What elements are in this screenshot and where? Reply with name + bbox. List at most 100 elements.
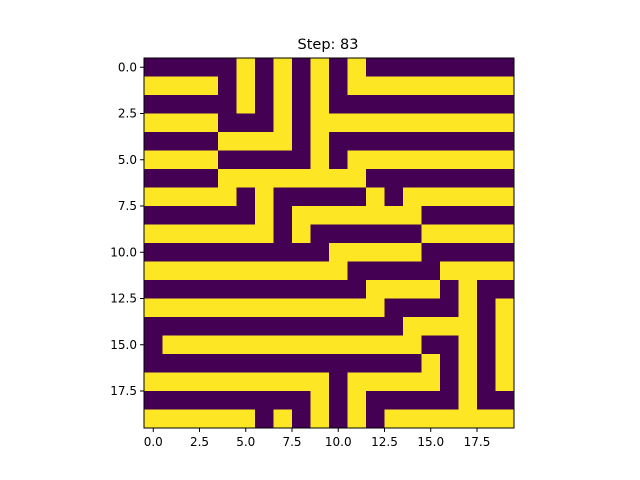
heatmap-cell <box>218 243 238 263</box>
heatmap-cell <box>236 187 256 207</box>
heatmap-cell <box>310 76 330 96</box>
heatmap-cell <box>477 132 497 152</box>
heatmap-cell <box>310 187 330 207</box>
heatmap-cell <box>495 169 515 189</box>
heatmap-cell <box>384 354 404 374</box>
heatmap-cell <box>440 169 460 189</box>
heatmap-cell <box>273 335 293 355</box>
heatmap-cell <box>366 132 386 152</box>
heatmap-cell <box>162 409 182 429</box>
heatmap-cell <box>144 354 164 374</box>
heatmap-cell <box>403 391 423 411</box>
heatmap-cell <box>347 354 367 374</box>
heatmap-cell <box>384 280 404 300</box>
heatmap-cell <box>329 150 349 170</box>
heatmap-cell <box>366 58 386 78</box>
heatmap-cell <box>329 261 349 281</box>
heatmap-cell <box>403 206 423 226</box>
heatmap-cell <box>403 113 423 133</box>
heatmap-cell <box>366 76 386 96</box>
heatmap-cell <box>329 409 349 429</box>
heatmap-cell <box>403 261 423 281</box>
heatmap-cell <box>329 354 349 374</box>
heatmap-cell <box>310 298 330 318</box>
heatmap-cell <box>495 391 515 411</box>
heatmap-cell <box>366 95 386 115</box>
heatmap-cell <box>218 58 238 78</box>
heatmap-cell <box>440 280 460 300</box>
x-tick-label: 7.5 <box>282 435 301 449</box>
heatmap-cell <box>273 243 293 263</box>
heatmap-cell <box>495 150 515 170</box>
heatmap-cell <box>366 280 386 300</box>
heatmap-cell <box>162 58 182 78</box>
heatmap-cell <box>273 298 293 318</box>
heatmap-cell <box>347 150 367 170</box>
heatmap-cell <box>292 391 312 411</box>
heatmap-cell <box>329 58 349 78</box>
heatmap-cell <box>403 243 423 263</box>
heatmap-cell <box>310 335 330 355</box>
heatmap-cell <box>255 317 275 337</box>
heatmap-cell <box>199 335 219 355</box>
heatmap-cell <box>181 298 201 318</box>
heatmap-cell <box>199 76 219 96</box>
heatmap-cell <box>273 354 293 374</box>
heatmap-cell <box>273 391 293 411</box>
heatmap-cell <box>421 95 441 115</box>
heatmap-cell <box>384 113 404 133</box>
heatmap-cell <box>181 391 201 411</box>
heatmap-cell <box>421 224 441 244</box>
heatmap-cell <box>384 132 404 152</box>
heatmap-cell <box>329 169 349 189</box>
heatmap-cell <box>273 169 293 189</box>
heatmap-cell <box>384 150 404 170</box>
heatmap-cell <box>403 76 423 96</box>
heatmap-cell <box>384 409 404 429</box>
heatmap-cell <box>458 280 478 300</box>
heatmap-cell <box>199 391 219 411</box>
y-tick-label: 0.0 <box>118 60 137 74</box>
heatmap-cell <box>292 243 312 263</box>
heatmap-cell <box>347 335 367 355</box>
heatmap-cell <box>273 95 293 115</box>
heatmap-cell <box>144 317 164 337</box>
heatmap-cell <box>329 298 349 318</box>
heatmap-cell <box>218 261 238 281</box>
heatmap-cell <box>273 113 293 133</box>
heatmap-cell <box>292 409 312 429</box>
heatmap-cell <box>329 280 349 300</box>
heatmap-cell <box>403 169 423 189</box>
heatmap-cell <box>310 113 330 133</box>
heatmap-cell <box>144 187 164 207</box>
heatmap-cell <box>458 391 478 411</box>
heatmap-cell <box>421 280 441 300</box>
heatmap-cell <box>458 187 478 207</box>
heatmap-cell <box>403 187 423 207</box>
axes-frame <box>143 57 515 429</box>
heatmap-cell <box>144 76 164 96</box>
heatmap-cell <box>477 391 497 411</box>
heatmap-cell <box>329 335 349 355</box>
heatmap-cell <box>310 317 330 337</box>
heatmap-cell <box>162 206 182 226</box>
heatmap-cell <box>162 224 182 244</box>
heatmap-cell <box>218 354 238 374</box>
heatmap-cell <box>495 206 515 226</box>
heatmap-cell <box>181 372 201 392</box>
heatmap-cell <box>495 76 515 96</box>
heatmap-cell <box>366 150 386 170</box>
heatmap-cell <box>329 76 349 96</box>
heatmap-cell <box>255 224 275 244</box>
heatmap-cell <box>495 132 515 152</box>
heatmap-cell <box>292 150 312 170</box>
y-tick-label: 5.0 <box>118 153 137 167</box>
heatmap-cell <box>347 206 367 226</box>
heatmap-cell <box>458 206 478 226</box>
heatmap-cell <box>421 150 441 170</box>
y-axis-ticks: 0.0 2.5 5.0 7.5 10.0 12.5 15.0 17.5 <box>110 60 144 398</box>
heatmap-cell <box>347 261 367 281</box>
heatmap-cell <box>292 335 312 355</box>
heatmap-cell <box>347 391 367 411</box>
heatmap-cell <box>162 335 182 355</box>
